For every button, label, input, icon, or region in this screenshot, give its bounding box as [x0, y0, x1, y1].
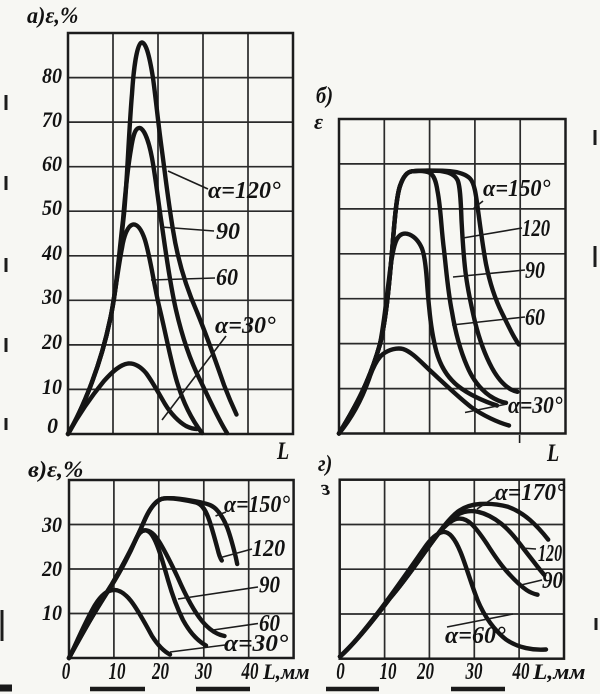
svg-text:30: 30 [465, 657, 483, 685]
svg-text:80: 80 [42, 63, 62, 88]
svg-text:120: 120 [538, 541, 562, 567]
svg-text:в)ε,%: в)ε,% [28, 458, 83, 483]
svg-text:60: 60 [216, 263, 239, 290]
svg-text:α=30°: α=30° [215, 313, 276, 339]
svg-text:0: 0 [336, 657, 345, 685]
svg-text:40: 40 [41, 240, 62, 265]
svg-text:20: 20 [41, 556, 62, 581]
svg-text:α=120°: α=120° [208, 178, 281, 204]
svg-text:10: 10 [42, 374, 62, 399]
svg-text:0: 0 [47, 413, 58, 438]
svg-text:0: 0 [62, 657, 71, 685]
svg-text:50: 50 [42, 195, 62, 220]
svg-text:120: 120 [252, 534, 286, 561]
svg-text:ε: ε [321, 475, 330, 500]
svg-text:ε: ε [314, 109, 323, 134]
svg-text:90: 90 [542, 567, 563, 594]
svg-text:20: 20 [416, 657, 434, 685]
svg-text:α=60°: α=60° [445, 623, 506, 649]
svg-text:40: 40 [512, 657, 530, 685]
svg-text:г): г) [318, 451, 332, 476]
svg-text:30: 30 [41, 512, 62, 537]
svg-text:L,мм: L,мм [262, 660, 310, 685]
svg-text:30: 30 [41, 284, 62, 309]
svg-text:α=150°: α=150° [483, 175, 551, 202]
svg-text:б): б) [316, 83, 333, 108]
svg-text:L,мм: L,мм [532, 660, 586, 684]
svg-text:60: 60 [525, 303, 545, 330]
svg-text:L: L [276, 437, 289, 465]
svg-text:α=170°: α=170° [495, 480, 566, 506]
svg-text:70: 70 [42, 107, 62, 132]
svg-text:20: 20 [41, 329, 62, 354]
svg-text:90: 90 [525, 256, 545, 283]
svg-text:40: 40 [241, 657, 259, 685]
svg-text:60: 60 [42, 151, 62, 176]
svg-text:10: 10 [379, 657, 397, 685]
svg-text:20: 20 [151, 657, 169, 685]
svg-text:а)ε,%: а)ε,% [27, 3, 78, 29]
svg-text:60: 60 [259, 610, 280, 637]
svg-text:30: 30 [194, 657, 212, 685]
svg-text:120: 120 [522, 215, 550, 242]
svg-text:α=30°: α=30° [508, 392, 563, 418]
svg-text:90: 90 [216, 219, 240, 245]
svg-text:α=30°: α=30° [224, 631, 288, 657]
svg-text:L: L [546, 439, 559, 467]
svg-text:90: 90 [259, 571, 280, 598]
svg-text:10: 10 [108, 657, 126, 685]
svg-text:10: 10 [42, 600, 62, 625]
svg-text:α=150°: α=150° [224, 491, 291, 517]
